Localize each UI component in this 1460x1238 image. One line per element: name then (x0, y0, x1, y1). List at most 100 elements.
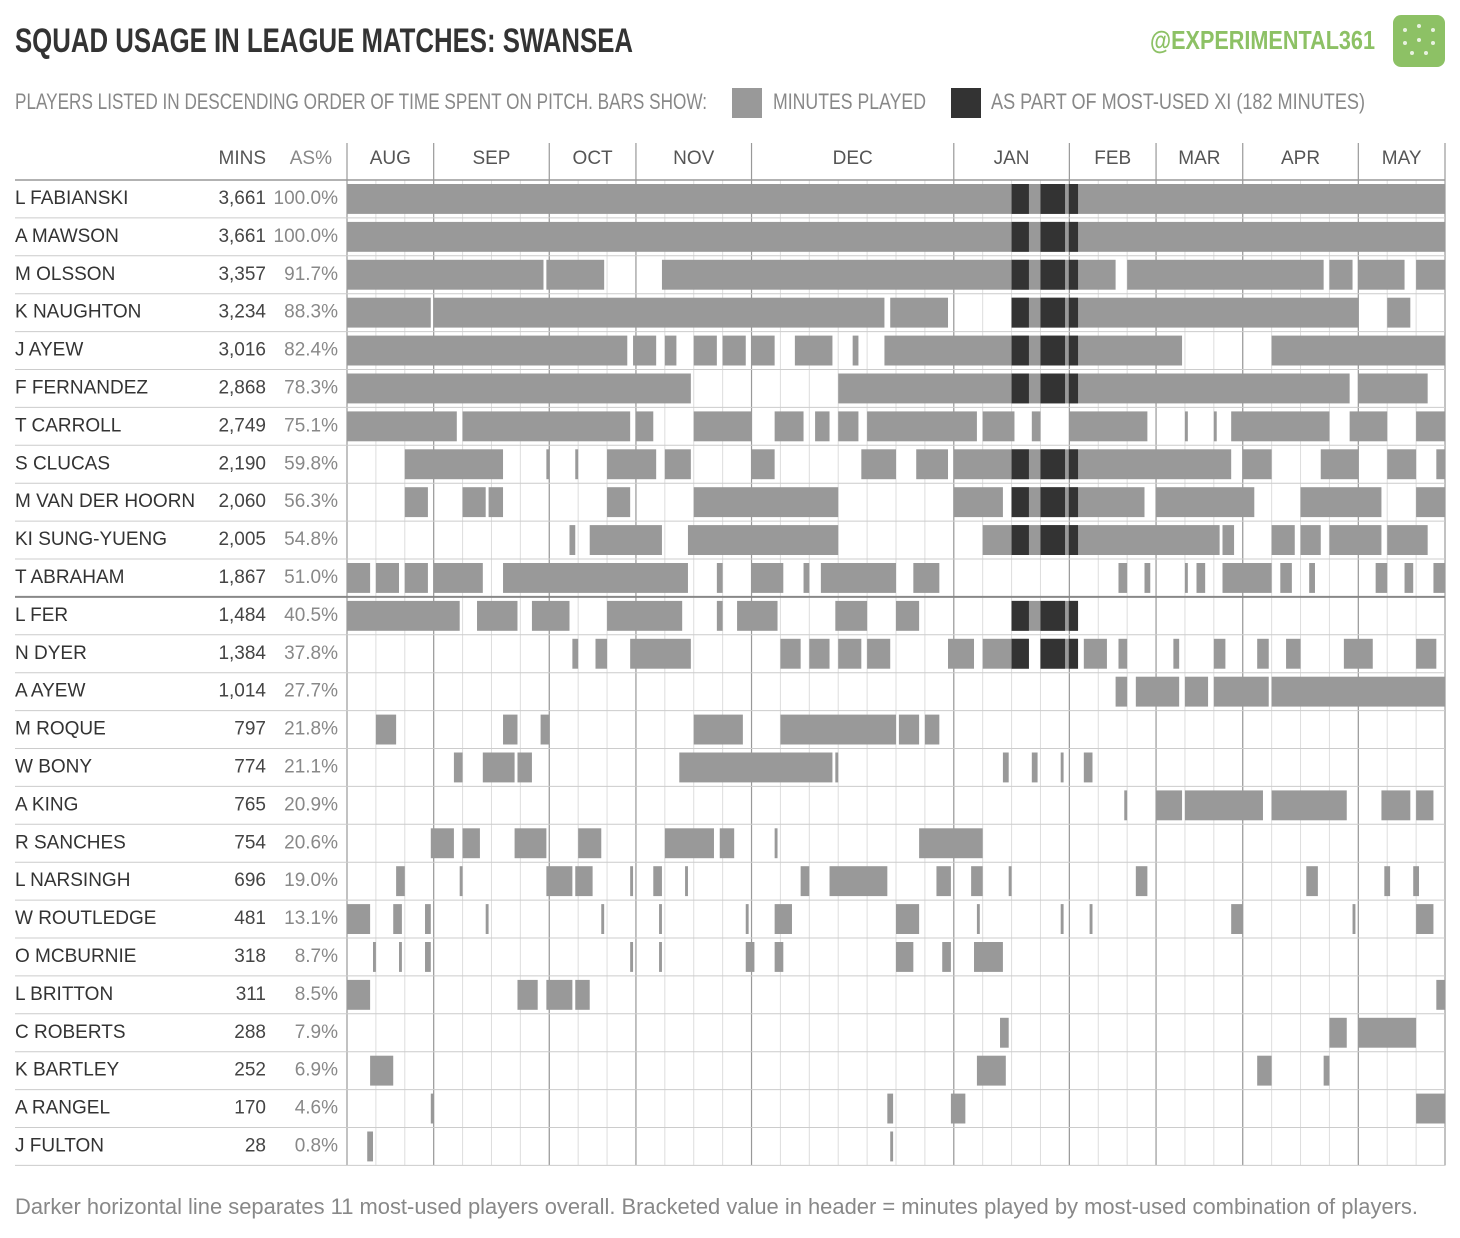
minutes-bar (373, 942, 376, 972)
minutes-bar (1118, 563, 1128, 593)
minutes-bar (1008, 866, 1012, 897)
player-pct: 0.8% (295, 1135, 338, 1156)
player-mins: 1,014 (218, 681, 266, 702)
minutes-bar (1358, 259, 1405, 290)
minutes-bar (1127, 259, 1324, 290)
minutes-bar (1358, 1017, 1417, 1048)
minutes-bar (653, 866, 662, 897)
player-mins: 774 (234, 756, 266, 777)
player-name: L FABIANSKI (15, 188, 128, 209)
minutes-bar (693, 411, 752, 442)
minutes-bar (803, 563, 810, 593)
minutes-bar (1231, 904, 1243, 934)
minutes-bar (1257, 638, 1269, 669)
handle: @EXPERIMENTAL361 (1150, 25, 1375, 55)
xi-bar (1068, 373, 1079, 404)
minutes-bar (679, 752, 833, 783)
minutes-bar (1271, 335, 1445, 366)
player-name: N DYER (15, 643, 87, 664)
player-mins: 696 (234, 870, 266, 891)
xi-bar (1068, 335, 1079, 366)
player-pct: 82.4% (284, 340, 338, 361)
minutes-bar (1286, 638, 1301, 669)
minutes-bar (913, 563, 940, 593)
minutes-bar (347, 297, 431, 328)
minutes-bar (1416, 638, 1437, 669)
minutes-bar (1196, 563, 1206, 593)
minutes-bar (1124, 790, 1128, 821)
player-pct: 6.9% (295, 1060, 338, 1081)
minutes-bar (838, 373, 1350, 404)
minutes-bar (794, 335, 833, 366)
minutes-bar (393, 904, 402, 934)
xi-bar (1068, 638, 1079, 669)
month-label: AUG (370, 148, 411, 169)
minutes-bar (664, 828, 714, 859)
player-pct: 21.8% (284, 719, 338, 740)
minutes-bar (462, 411, 631, 442)
minutes-bar (737, 600, 778, 631)
month-label: OCT (573, 148, 614, 169)
player-name: K BARTLEY (15, 1060, 120, 1081)
legend-swatch (951, 88, 981, 118)
subtitle: PLAYERS LISTED IN DESCENDING ORDER OF TI… (15, 89, 707, 114)
minutes-bar (607, 449, 657, 480)
minutes-bar (659, 942, 662, 972)
minutes-bar (664, 335, 677, 366)
column-header: AS% (290, 148, 332, 169)
month-label: SEP (472, 148, 510, 169)
player-pct: 37.8% (284, 643, 338, 664)
minutes-bar (503, 563, 688, 593)
minutes-bar (630, 866, 634, 897)
xi-bar (1011, 525, 1029, 555)
player-mins: 754 (234, 832, 266, 853)
minutes-bar (829, 866, 888, 897)
xi-bar (1011, 297, 1029, 328)
minutes-bar (1280, 563, 1292, 593)
legend-label: AS PART OF MOST-USED XI (182 MINUTES) (991, 89, 1365, 114)
minutes-bar (1060, 904, 1064, 934)
minutes-bar (399, 942, 402, 972)
xi-bar (1011, 449, 1029, 480)
player-pct: 59.8% (284, 453, 338, 474)
player-name: L NARSINGH (15, 870, 130, 891)
xi-bar (1040, 600, 1066, 631)
player-name: J FULTON (15, 1135, 104, 1156)
minutes-bar (433, 297, 885, 328)
minutes-bar (1387, 297, 1411, 328)
minutes-bar (838, 411, 859, 442)
month-label: NOV (673, 148, 715, 169)
minutes-bar (1375, 563, 1388, 593)
minutes-bar (1173, 638, 1180, 669)
xi-bar (1011, 221, 1029, 252)
minutes-bar (815, 411, 830, 442)
xi-bar (1068, 184, 1079, 214)
player-name: F FERNANDEZ (15, 377, 148, 398)
month-label: MAR (1178, 148, 1220, 169)
minutes-bar (774, 828, 778, 859)
player-mins: 2,060 (218, 491, 266, 512)
minutes-bar (1358, 373, 1428, 404)
minutes-bar (936, 866, 951, 897)
minutes-bar (569, 525, 576, 555)
month-label: JAN (994, 148, 1030, 169)
minutes-bar (347, 904, 371, 934)
minutes-bar (575, 979, 590, 1010)
minutes-bar (664, 449, 691, 480)
minutes-bar (1069, 411, 1148, 442)
player-name: T CARROLL (15, 415, 121, 436)
minutes-bar (1257, 1055, 1272, 1086)
minutes-bar (630, 638, 691, 669)
player-pct: 27.7% (284, 681, 338, 702)
player-pct: 54.8% (284, 529, 338, 550)
minutes-bar (370, 1055, 394, 1086)
minutes-bar (375, 714, 397, 745)
minutes-bar (1343, 638, 1373, 669)
minutes-bar (578, 828, 602, 859)
minutes-bar (1135, 866, 1148, 897)
minutes-bar (1271, 525, 1295, 555)
player-name: W ROUTLEDGE (15, 908, 156, 929)
minutes-bar (1416, 487, 1445, 518)
minutes-bar (462, 487, 486, 518)
player-pct: 40.5% (284, 605, 338, 626)
